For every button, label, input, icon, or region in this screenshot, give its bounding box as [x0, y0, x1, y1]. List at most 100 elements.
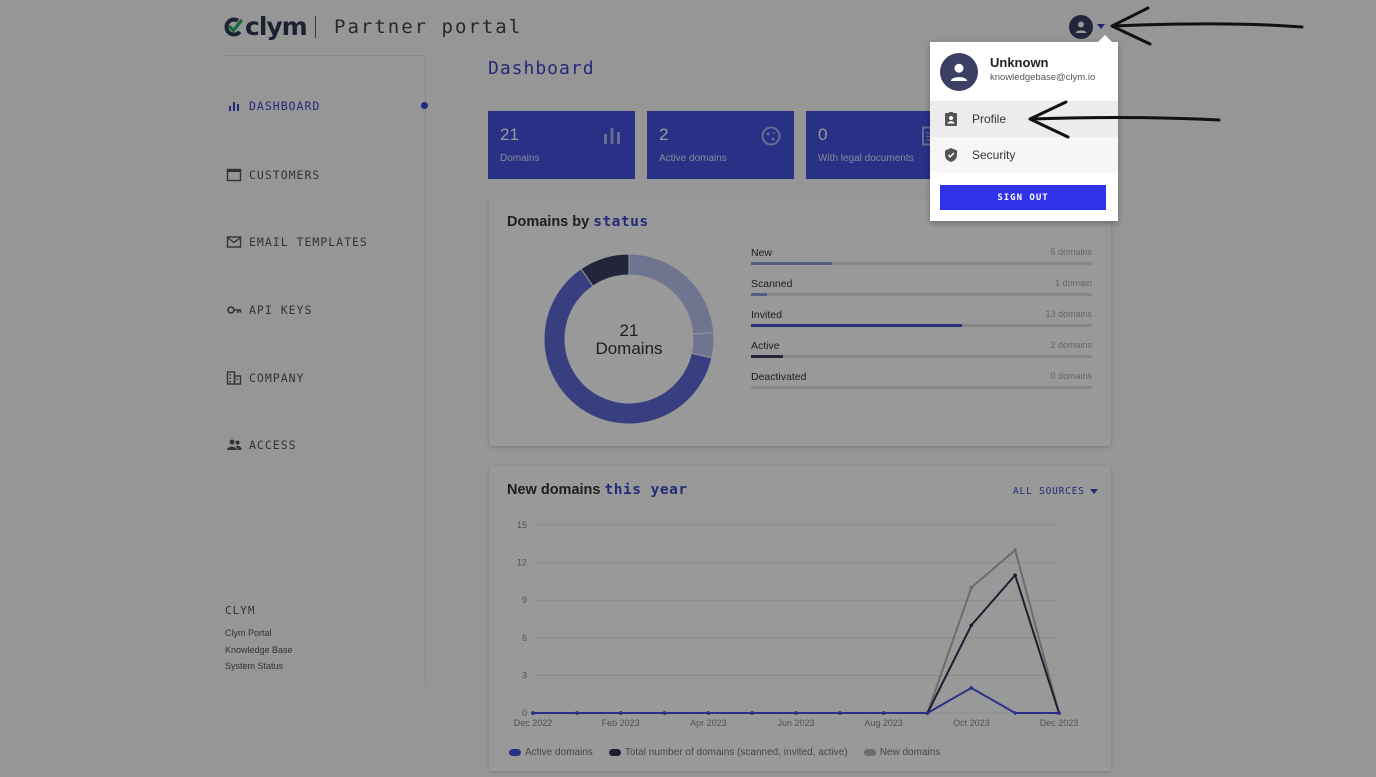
data-point[interactable] [662, 711, 667, 715]
new-domains-card: New domains this year ALL SOURCES 0 3 6 9 12… [489, 466, 1111, 771]
card-title-accent: status [593, 214, 649, 230]
status-bar-fill [751, 262, 833, 265]
stat-card-legal-documents[interactable]: 0 With legal documents [806, 111, 953, 179]
x-tick-label: Aug 2023 [864, 718, 903, 728]
status-count: 0 domains [1050, 371, 1092, 381]
data-point[interactable] [969, 623, 974, 628]
stat-card-active-domains[interactable]: 2 Active domains [647, 111, 794, 179]
status-count: 5 domains [1050, 247, 1092, 257]
status-bar-track [751, 324, 1092, 327]
bar-chart-icon [229, 102, 239, 111]
footer-link-knowledge-base[interactable]: Knowledge Base [225, 645, 293, 655]
status-name: Invited [751, 309, 782, 321]
sidebar-item-dashboard[interactable]: DASHBOARD [226, 98, 320, 114]
status-donut-chart[interactable] [529, 239, 729, 439]
stat-label: Domains [500, 153, 540, 164]
data-point[interactable] [969, 585, 974, 590]
footer-link-clym-portal[interactable]: Clym Portal [225, 628, 272, 638]
status-count: 13 domains [1045, 309, 1092, 319]
window-icon [226, 168, 242, 182]
new-domains-line-chart[interactable]: 0 3 6 9 12 15 Dec 2022 Feb 2023 Apr 2023 Jun 2023… [489, 466, 1089, 741]
check-logo-icon [224, 17, 244, 36]
donut-slice-active[interactable] [580, 253, 630, 287]
avatar [940, 53, 978, 91]
logo-text: clym [245, 12, 308, 41]
data-point[interactable] [1013, 711, 1017, 715]
sidebar-item-label: API KEYS [249, 303, 313, 317]
app-header: clym Partner portal [0, 0, 1376, 56]
cookie-icon [761, 126, 781, 146]
status-count: 2 domains [1050, 340, 1092, 350]
menu-item-profile[interactable]: Profile [930, 101, 1118, 137]
data-point[interactable] [969, 686, 974, 690]
y-tick-label: 9 [522, 595, 527, 605]
data-point[interactable] [1013, 573, 1017, 577]
status-bar-track [751, 386, 1092, 389]
stat-value: 21 [500, 125, 519, 144]
card-title: Domains by status [507, 214, 649, 230]
legend-item-new[interactable]: New domains [863, 747, 940, 758]
active-indicator [421, 102, 428, 109]
sidebar-item-customers[interactable]: CUSTOMERS [226, 167, 320, 183]
sidebar-item-email-templates[interactable]: EMAIL TEMPLATES [226, 234, 368, 250]
card-title: New domains this year [507, 482, 688, 498]
clym-logo[interactable]: clym [224, 12, 308, 41]
sidebar-item-company[interactable]: COMPANY [226, 370, 304, 386]
status-bar-track [751, 262, 1092, 265]
user-icon [950, 63, 968, 81]
x-tick-label: Jun 2023 [777, 718, 814, 728]
stat-label: With legal documents [818, 153, 914, 164]
data-point[interactable] [1013, 548, 1017, 552]
data-point[interactable] [575, 711, 579, 715]
sidebar-item-label: EMAIL TEMPLATES [249, 235, 368, 249]
user-email: knowledgebase@clym.io [990, 72, 1096, 83]
chevron-down-icon [1089, 489, 1098, 494]
data-point[interactable] [838, 711, 842, 715]
data-point[interactable] [925, 711, 930, 715]
legend-item-total[interactable]: Total number of domains (scanned, invite… [608, 747, 848, 758]
data-point[interactable] [618, 711, 623, 715]
status-name: Scanned [751, 278, 793, 290]
status-bar-fill [751, 324, 963, 327]
y-tick-label: 12 [517, 558, 527, 568]
people-icon [227, 439, 242, 450]
stat-label: Active domains [659, 153, 727, 164]
data-point[interactable] [881, 711, 886, 715]
sidebar-item-label: COMPANY [249, 371, 305, 385]
bar-chart-icon [604, 128, 620, 144]
legend-swatch [608, 749, 621, 756]
sidebar-item-api-keys[interactable]: API KEYS [226, 302, 312, 318]
footer-title: CLYM [225, 604, 256, 617]
sign-out-button[interactable]: SIGN OUT [940, 185, 1106, 210]
donut-slice-invited[interactable] [543, 268, 713, 425]
sidebar-item-access[interactable]: ACCESS [226, 437, 297, 453]
data-point[interactable] [750, 711, 754, 715]
data-point[interactable] [706, 711, 711, 715]
mail-icon [226, 236, 242, 248]
page-title: Dashboard [488, 58, 595, 79]
y-tick-label: 0 [522, 708, 527, 718]
legend-swatch [509, 749, 521, 756]
footer-link-system-status[interactable]: System Status [225, 661, 284, 671]
all-sources-dropdown[interactable]: ALL SOURCES [1013, 486, 1098, 497]
x-tick-label: Dec 2023 [1040, 718, 1079, 728]
key-icon [227, 306, 242, 314]
legend-item-active[interactable]: Active domains [509, 747, 593, 758]
status-bar-fill [751, 293, 768, 296]
user-menu-caret-icon[interactable] [1097, 24, 1105, 29]
stat-value: 0 [818, 125, 828, 144]
y-tick-label: 3 [522, 670, 527, 680]
user-name: Unknown [990, 55, 1049, 70]
data-point[interactable] [531, 711, 535, 715]
data-point[interactable] [794, 711, 798, 715]
data-point[interactable] [1057, 711, 1061, 715]
user-menu-button[interactable] [1069, 15, 1093, 39]
menu-item-security[interactable]: Security [930, 137, 1118, 173]
header-divider [224, 55, 426, 56]
badge-icon [945, 112, 957, 126]
chart-legend: Active domains Total number of domains (… [509, 747, 956, 758]
stat-card-domains[interactable]: 21 Domains [488, 111, 635, 179]
sidebar-item-label: CUSTOMERS [249, 168, 321, 182]
legend-swatch [863, 749, 876, 756]
